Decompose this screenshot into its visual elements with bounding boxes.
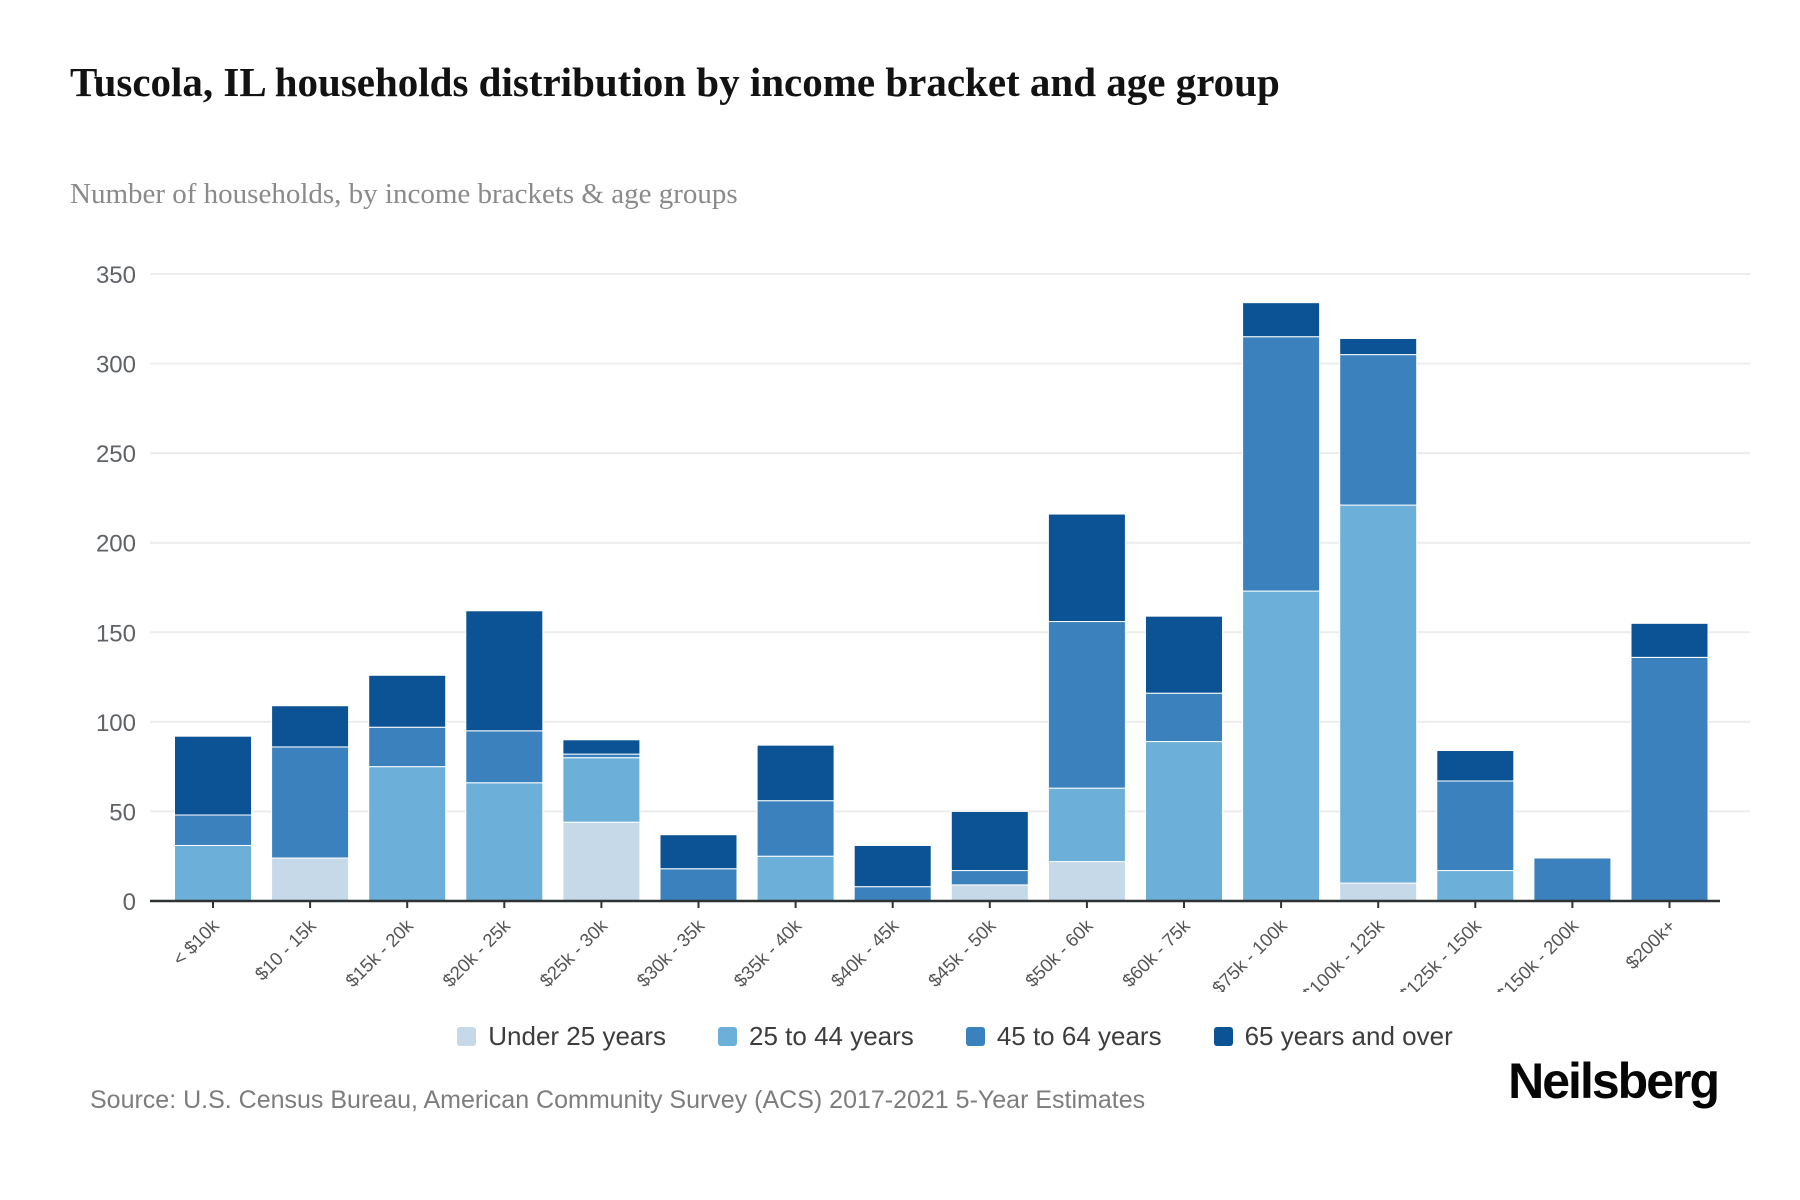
bar-segment[interactable] xyxy=(659,834,738,870)
y-axis-tick-label: 350 xyxy=(96,262,136,289)
bar-segment[interactable] xyxy=(465,782,544,902)
bar-segment[interactable] xyxy=(271,705,350,748)
chart-legend: Under 25 years 25 to 44 years 45 to 64 y… xyxy=(150,1014,1760,1058)
x-axis-tick-label: $50k - 60k xyxy=(1021,914,1097,990)
legend-label: 45 to 64 years xyxy=(996,1020,1162,1051)
legend-swatch-25-to-44-years xyxy=(718,1026,738,1046)
legend-label: 65 years and over xyxy=(1244,1020,1453,1051)
bar-segment[interactable] xyxy=(1339,882,1418,902)
bar-segment[interactable] xyxy=(756,744,835,802)
bar-segment[interactable] xyxy=(368,766,447,902)
bar-segment[interactable] xyxy=(1242,302,1321,338)
y-axis-tick-label: 300 xyxy=(96,352,136,379)
y-axis-tick-label: 150 xyxy=(96,620,136,647)
stacked-bar-chart: 0 50 100 150 200 250 300 350 < $10k $10 - 15k $15k… xyxy=(50,232,1760,1005)
bar-segment[interactable] xyxy=(1047,513,1126,623)
bar-segment[interactable] xyxy=(562,739,641,755)
bar-segment[interactable] xyxy=(368,674,447,728)
y-axis-tick-label: 200 xyxy=(96,531,136,558)
bar-segment[interactable] xyxy=(1630,622,1709,658)
bar-segment[interactable] xyxy=(562,757,641,823)
bar-segment[interactable] xyxy=(1145,692,1223,743)
x-axis-tick-label: $100k - 125k xyxy=(1298,914,1389,992)
bar-segment[interactable] xyxy=(1242,336,1321,592)
bar-segment[interactable] xyxy=(1339,504,1418,884)
x-axis-tick-label: $45k - 50k xyxy=(924,914,1000,990)
legend-item-under-25-years[interactable]: Under 25 years xyxy=(457,1021,666,1052)
bar-segment[interactable] xyxy=(1242,590,1321,902)
bar-segment[interactable] xyxy=(1047,861,1126,902)
bar-segment[interactable] xyxy=(465,610,544,732)
bar-segment[interactable] xyxy=(756,855,835,902)
legend-swatch-65-years-and-over xyxy=(1213,1026,1233,1046)
y-axis-tick-label: 250 xyxy=(96,441,136,468)
x-axis-tick-label: $150k - 200k xyxy=(1492,914,1583,992)
bar-segment[interactable] xyxy=(1339,337,1418,356)
bar-segment[interactable] xyxy=(1436,750,1515,782)
x-axis-tick-label: $30k - 35k xyxy=(632,914,708,990)
chart-canvas: 0 50 100 150 200 250 300 350 < $10k $10 - 15k $15k… xyxy=(96,262,1760,1005)
x-axis-tick-label: < $10k xyxy=(168,914,223,969)
legend-swatch-under-25-years xyxy=(457,1026,477,1046)
bar-segment[interactable] xyxy=(659,868,738,902)
bar-segment[interactable] xyxy=(1630,656,1709,902)
x-axis-tick-label: $25k - 30k xyxy=(535,914,611,990)
source-attribution: Source: U.S. Census Bureau, American Com… xyxy=(90,1086,1146,1114)
legend-label: Under 25 years xyxy=(488,1020,667,1051)
neilsberg-logo[interactable]: Neilsberg xyxy=(1508,1053,1720,1109)
bar-segment[interactable] xyxy=(368,726,447,768)
x-axis-tick-label: $15k - 20k xyxy=(341,914,417,990)
y-axis-tick-label: 0 xyxy=(123,889,136,916)
y-axis-tick-label: 100 xyxy=(96,710,136,737)
bar-segment[interactable] xyxy=(174,735,252,816)
x-axis-tick-label: $75k - 100k xyxy=(1208,914,1292,992)
bar-segment[interactable] xyxy=(853,844,932,888)
y-axis-tick-label: 50 xyxy=(109,799,136,826)
x-axis-tick-label: $200k+ xyxy=(1621,915,1679,973)
bar-segment[interactable] xyxy=(174,844,252,902)
bar-segment[interactable] xyxy=(174,814,252,846)
x-axis-tick-label: $125k - 150k xyxy=(1395,914,1486,992)
bar-segment[interactable] xyxy=(950,870,1029,886)
bar-segment[interactable] xyxy=(1533,857,1612,902)
bar-segment[interactable] xyxy=(1145,741,1223,902)
legend-item-65-years-and-over[interactable]: 65 years and over xyxy=(1213,1020,1453,1052)
bar-segment[interactable] xyxy=(465,730,544,784)
x-axis-tick-label: $40k - 45k xyxy=(827,914,903,990)
x-axis-tick-label: $60k - 75k xyxy=(1118,914,1194,990)
bar-segment[interactable] xyxy=(271,857,350,902)
bar-segment[interactable] xyxy=(271,746,350,859)
legend-label: 25 to 44 years xyxy=(749,1020,914,1051)
bar-segment[interactable] xyxy=(1436,870,1515,902)
legend-item-45-to-64-years[interactable]: 45 to 64 years xyxy=(965,1020,1162,1052)
bar-segment[interactable] xyxy=(562,821,641,902)
bar-segment[interactable] xyxy=(1339,354,1418,506)
page-title: Tuscola, IL households distribution by i… xyxy=(70,59,1280,105)
bar-segment[interactable] xyxy=(853,886,932,902)
x-axis-tick-label: $35k - 40k xyxy=(729,914,805,990)
bar-segment[interactable] xyxy=(756,800,835,857)
legend-swatch-45-to-64-years xyxy=(965,1026,985,1046)
x-axis-tick-label: $10 - 15k xyxy=(251,914,321,984)
x-axis-tick-label: $20k - 25k xyxy=(438,914,514,990)
bar-segment[interactable] xyxy=(1047,787,1126,863)
legend-item-25-to-44-years[interactable]: 25 to 44 years xyxy=(718,1021,914,1052)
bar-segment[interactable] xyxy=(1047,621,1126,789)
bar-segment[interactable] xyxy=(950,810,1029,872)
bar-segment[interactable] xyxy=(950,884,1029,902)
bar-segment[interactable] xyxy=(1145,615,1223,694)
page-subtitle: Number of households, by income brackets… xyxy=(70,178,738,210)
bar-segment[interactable] xyxy=(562,753,641,759)
bar-segment[interactable] xyxy=(1436,780,1515,872)
